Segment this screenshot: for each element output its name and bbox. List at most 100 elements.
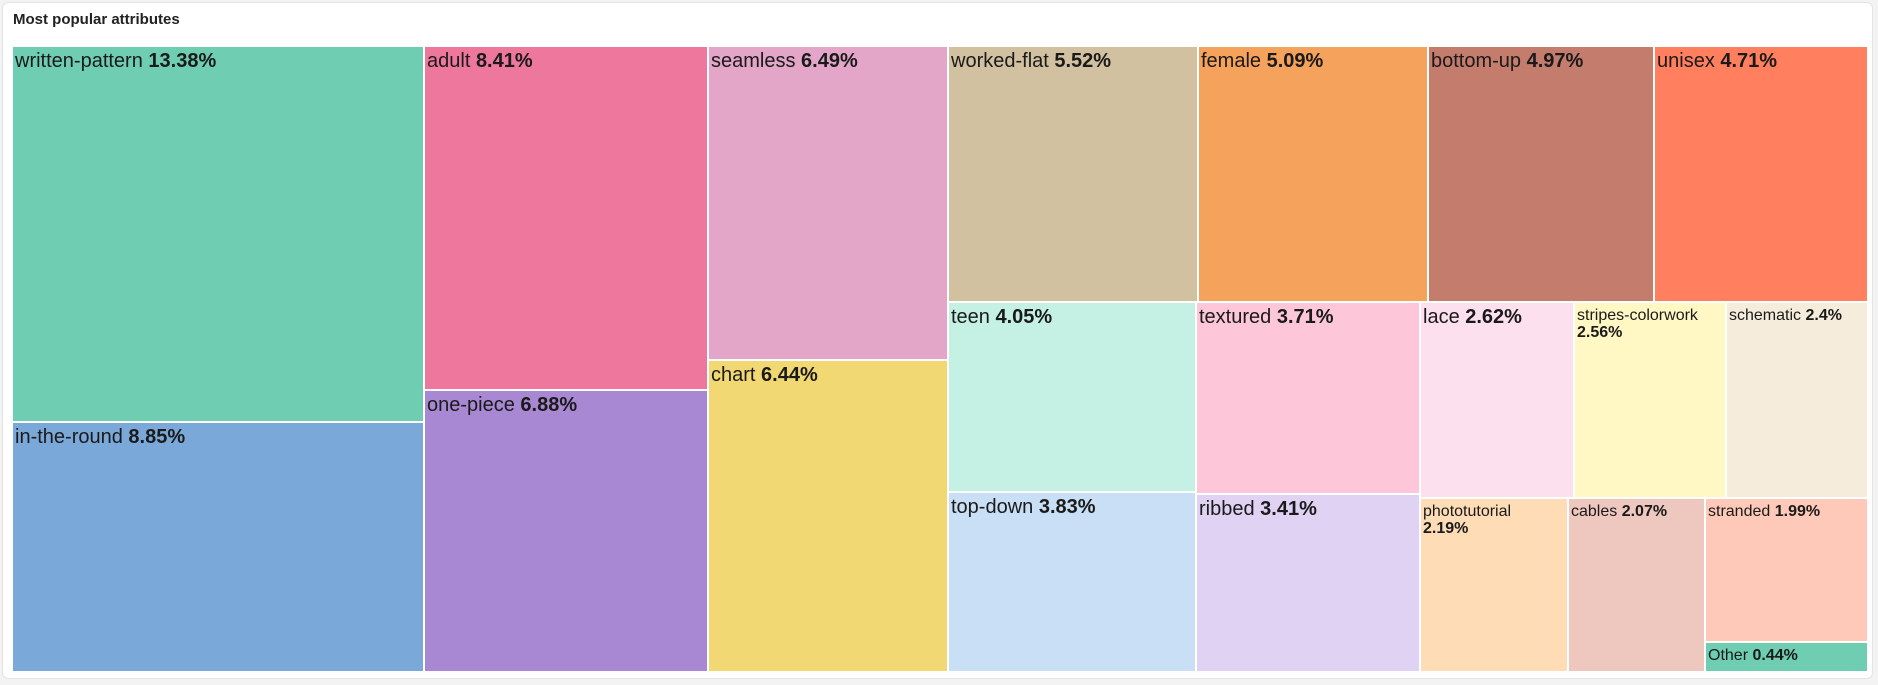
tile-value: 2.19% <box>1423 520 1468 537</box>
treemap-tile-cables[interactable]: cables 2.07% <box>1567 497 1706 673</box>
tile-value: 2.56% <box>1577 324 1622 341</box>
treemap-label-written-pattern: written-pattern 13.38% <box>14 50 216 72</box>
treemap-tile-textured[interactable]: textured 3.71% <box>1195 301 1421 495</box>
tile-name: stripes-colorwork <box>1577 307 1702 324</box>
treemap-rect-teen[interactable] <box>947 301 1197 493</box>
treemap-rect-ribbed[interactable] <box>1195 493 1421 673</box>
treemap-tile-worked-flat[interactable]: worked-flat 5.52% <box>947 45 1199 303</box>
tile-value: 6.44% <box>761 364 818 386</box>
tile-value: 4.71% <box>1720 50 1777 72</box>
treemap-label-top-down: top-down 3.83% <box>951 496 1096 518</box>
treemap-label-other: Other 0.44% <box>1708 647 1798 664</box>
tile-name: written-pattern <box>14 50 148 72</box>
treemap-rect-worked-flat[interactable] <box>947 45 1199 303</box>
treemap-tile-female[interactable]: female 5.09% <box>1197 45 1429 303</box>
tile-value: 1.99% <box>1775 503 1820 520</box>
tile-value: 5.09% <box>1267 50 1324 72</box>
treemap-label-adult: adult 8.41% <box>427 50 533 72</box>
treemap-label-lace: lace 2.62% <box>1423 306 1522 328</box>
tile-value: 4.97% <box>1527 50 1584 72</box>
treemap-rect-adult[interactable] <box>423 45 709 391</box>
tile-name: Other <box>1708 647 1752 664</box>
treemap-rect-written-pattern[interactable] <box>11 45 425 423</box>
tile-name: chart <box>711 364 761 386</box>
treemap-label-bottom-up: bottom-up 4.97% <box>1431 50 1584 72</box>
tile-value: 8.41% <box>476 50 533 72</box>
treemap-label-schematic: schematic 2.4% <box>1729 307 1842 324</box>
treemap-rect-other[interactable] <box>1704 641 1869 673</box>
tile-value: 3.41% <box>1260 498 1317 520</box>
tile-name: one-piece <box>427 394 520 416</box>
tile-value: 6.88% <box>520 394 577 416</box>
tile-name: textured <box>1199 306 1277 328</box>
treemap-label-stranded: stranded 1.99% <box>1708 503 1820 520</box>
tile-name: phototutorial <box>1423 503 1516 520</box>
treemap-tile-seamless[interactable]: seamless 6.49% <box>707 45 949 361</box>
tile-name: stranded <box>1708 503 1775 520</box>
tile-value: 0.44% <box>1752 647 1797 664</box>
treemap-rect-seamless[interactable] <box>707 45 949 361</box>
treemap-tile-stranded[interactable]: stranded 1.99% <box>1704 497 1869 643</box>
tile-name: lace <box>1423 306 1465 328</box>
tile-value: 5.52% <box>1054 50 1111 72</box>
treemap-rect-cables[interactable] <box>1567 497 1706 673</box>
tile-name: bottom-up <box>1431 50 1527 72</box>
tile-name: teen <box>951 306 995 328</box>
treemap-label-in-the-round: in-the-round 8.85% <box>15 426 185 448</box>
treemap-tile-written-pattern[interactable]: written-pattern 13.38% <box>11 45 425 423</box>
treemap-tile-schematic[interactable]: schematic 2.4% <box>1725 301 1869 499</box>
treemap-tile-unisex[interactable]: unisex 4.71% <box>1653 45 1869 303</box>
tile-value: 4.05% <box>995 306 1052 328</box>
treemap-tile-adult[interactable]: adult 8.41% <box>423 45 709 391</box>
treemap-label-unisex: unisex 4.71% <box>1657 50 1777 72</box>
treemap-rect-female[interactable] <box>1197 45 1429 303</box>
treemap-rect-schematic[interactable] <box>1725 301 1869 499</box>
chart-title: Most popular attributes <box>13 11 180 28</box>
treemap-tile-stripes-colorwork[interactable]: stripes-colorwork 2.56% <box>1573 301 1727 499</box>
tile-value: 3.83% <box>1039 496 1096 518</box>
tile-name: worked-flat <box>950 50 1054 72</box>
treemap-rect-phototutorial[interactable] <box>1419 497 1569 673</box>
tile-value: 6.49% <box>801 50 858 72</box>
treemap-tile-chart[interactable]: chart 6.44% <box>707 359 949 673</box>
treemap-tile-one-piece[interactable]: one-piece 6.88% <box>423 389 709 673</box>
tile-value: 13.38% <box>148 50 216 72</box>
treemap-rect-in-the-round[interactable] <box>11 421 425 673</box>
treemap-label-female: female 5.09% <box>1201 50 1324 72</box>
treemap-rect-top-down[interactable] <box>947 491 1197 673</box>
tile-name: in-the-round <box>15 426 128 448</box>
treemap-label-textured: textured 3.71% <box>1199 306 1334 328</box>
treemap-rect-chart[interactable] <box>707 359 949 673</box>
treemap-rect-unisex[interactable] <box>1653 45 1869 303</box>
tile-name: ribbed <box>1199 498 1260 520</box>
treemap-rect-stranded[interactable] <box>1704 497 1869 643</box>
treemap-rect-one-piece[interactable] <box>423 389 709 673</box>
tile-name: unisex <box>1657 50 1720 72</box>
treemap-label-stripes-colorwork: stripes-colorwork 2.56% <box>1577 307 1702 341</box>
treemap-tile-ribbed[interactable]: ribbed 3.41% <box>1195 493 1421 673</box>
treemap-rect-lace[interactable] <box>1419 301 1575 499</box>
treemap-tile-in-the-round[interactable]: in-the-round 8.85% <box>11 421 425 673</box>
treemap-tile-teen[interactable]: teen 4.05% <box>947 301 1197 493</box>
tile-name: female <box>1201 50 1267 72</box>
tile-name: top-down <box>951 496 1039 518</box>
treemap-tile-bottom-up[interactable]: bottom-up 4.97% <box>1427 45 1655 303</box>
tile-name: cables <box>1571 503 1622 520</box>
treemap-label-teen: teen 4.05% <box>951 306 1052 328</box>
treemap-label-chart: chart 6.44% <box>711 364 818 386</box>
treemap-tile-other[interactable]: Other 0.44% <box>1704 641 1869 673</box>
treemap-tile-phototutorial[interactable]: phototutorial 2.19% <box>1419 497 1569 673</box>
tile-value: 2.07% <box>1622 503 1667 520</box>
treemap-label-ribbed: ribbed 3.41% <box>1199 498 1317 520</box>
treemap-tile-lace[interactable]: lace 2.62% <box>1419 301 1575 499</box>
tile-value: 3.71% <box>1277 306 1334 328</box>
treemap-label-seamless: seamless 6.49% <box>711 50 858 72</box>
treemap-tile-top-down[interactable]: top-down 3.83% <box>947 491 1197 673</box>
treemap-label-cables: cables 2.07% <box>1571 503 1667 520</box>
treemap-label-phototutorial: phototutorial 2.19% <box>1423 503 1516 537</box>
tile-value: 2.4% <box>1805 307 1841 324</box>
treemap-rect-bottom-up[interactable] <box>1427 45 1655 303</box>
treemap-rect-textured[interactable] <box>1195 301 1421 495</box>
treemap-label-one-piece: one-piece 6.88% <box>427 394 577 416</box>
